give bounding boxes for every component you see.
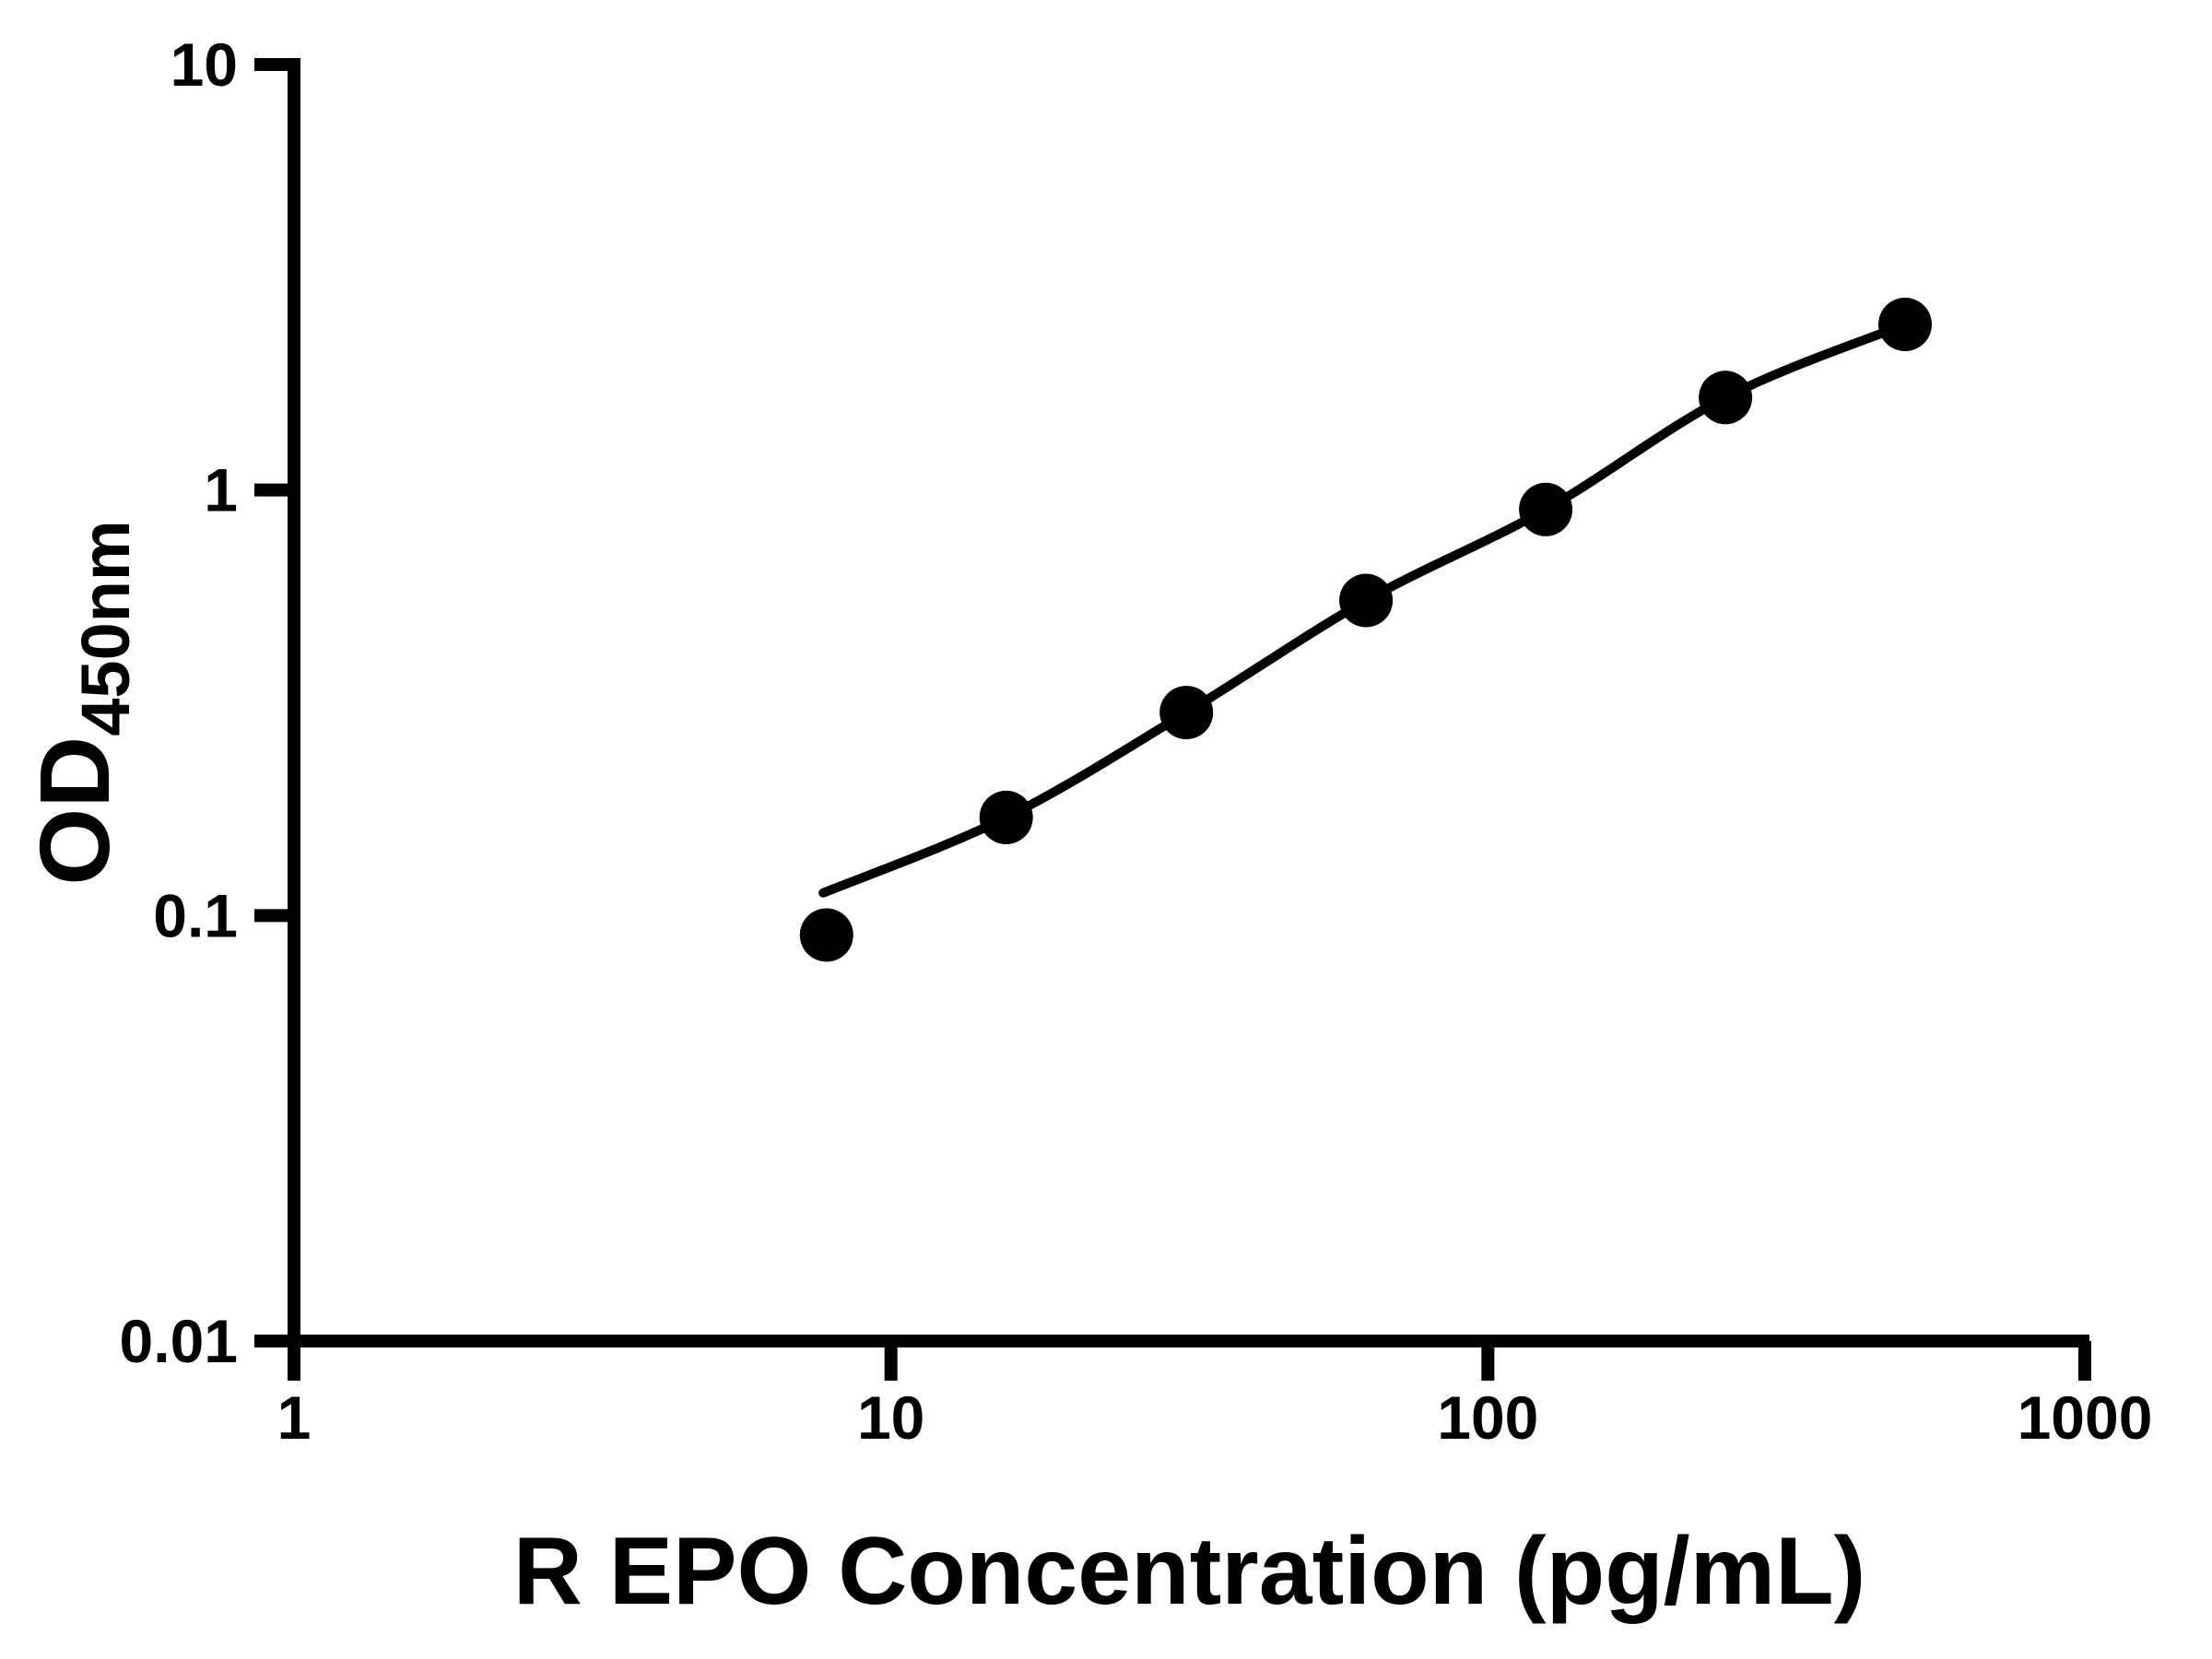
data-point [1159, 686, 1214, 740]
y-axis-tick-label: 10 [171, 30, 238, 99]
x-axis-title: R EPO Concentration (pg/mL) [513, 1518, 1866, 1625]
plot-area [799, 298, 1932, 962]
y-axis-title: OD450nm [18, 520, 144, 885]
x-axis-tick-label: 100 [1437, 1383, 1538, 1452]
y-axis-tick-labels: 10 1 0.1 0.01 [120, 30, 238, 1375]
data-point [979, 790, 1033, 844]
y-axis-tick-label: 0.1 [153, 881, 238, 949]
x-axis-tick-label: 1 [277, 1383, 312, 1452]
y-axis-tick-label: 1 [204, 456, 238, 524]
y-axis-title-main: OD [18, 736, 130, 886]
data-point [1519, 482, 1573, 536]
x-axis-tick-label: 1000 [2018, 1383, 2153, 1452]
x-axis-ticks [288, 1341, 2091, 1381]
data-point [1339, 573, 1394, 628]
data-points [799, 298, 1932, 962]
y-axis-title-subscript: 450nm [67, 520, 144, 735]
y-axis-ticks [254, 58, 294, 1347]
data-point [1699, 371, 1753, 425]
x-axis-tick-labels: 1 10 100 1000 [277, 1383, 2153, 1452]
x-axis-tick-label: 10 [857, 1383, 924, 1452]
y-axis-tick-label: 0.01 [120, 1307, 238, 1375]
data-point [799, 908, 853, 962]
axes [288, 58, 2089, 1347]
data-point [1878, 298, 1932, 351]
